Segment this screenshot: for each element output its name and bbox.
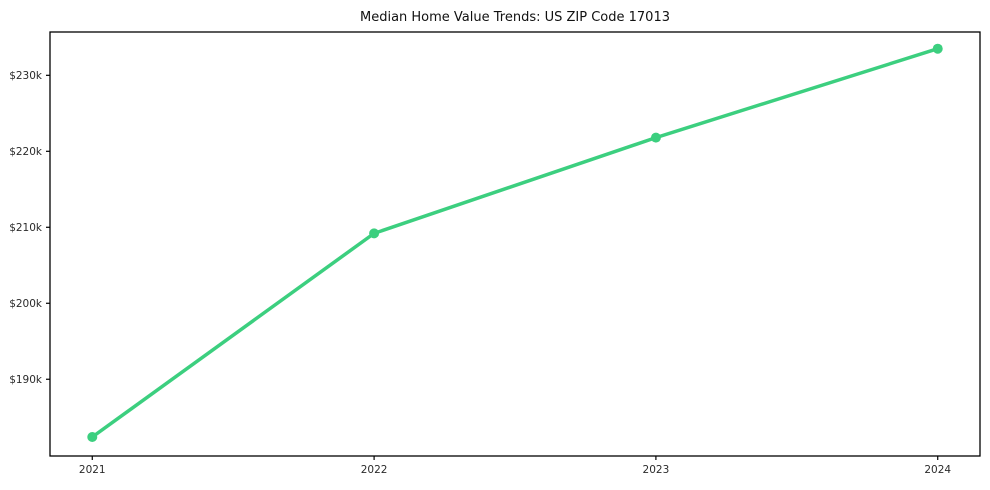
y-tick-label: $230k: [9, 70, 43, 82]
y-tick-label: $210k: [9, 222, 43, 234]
x-tick-label: 2021: [79, 464, 106, 476]
data-point-2022: [369, 228, 380, 239]
x-tick-label: 2022: [361, 464, 388, 476]
plot-border: [49, 31, 981, 457]
x-tick-label: 2024: [924, 464, 951, 476]
chart-title: Median Home Value Trends: US ZIP Code 17…: [360, 10, 670, 25]
data-point-2024: [932, 43, 943, 54]
y-tick-label: $200k: [9, 298, 43, 310]
y-tick-label: $220k: [9, 146, 43, 158]
x-tick-label: 2023: [643, 464, 670, 476]
data-point-2021: [87, 432, 98, 443]
trend-line: [90, 46, 940, 439]
data-point-2023: [650, 132, 661, 143]
y-tick-label: $190k: [9, 374, 43, 386]
plot-area: $190k $200k $210k $220k $230k 2021 2022 2023 202…: [9, 31, 981, 476]
